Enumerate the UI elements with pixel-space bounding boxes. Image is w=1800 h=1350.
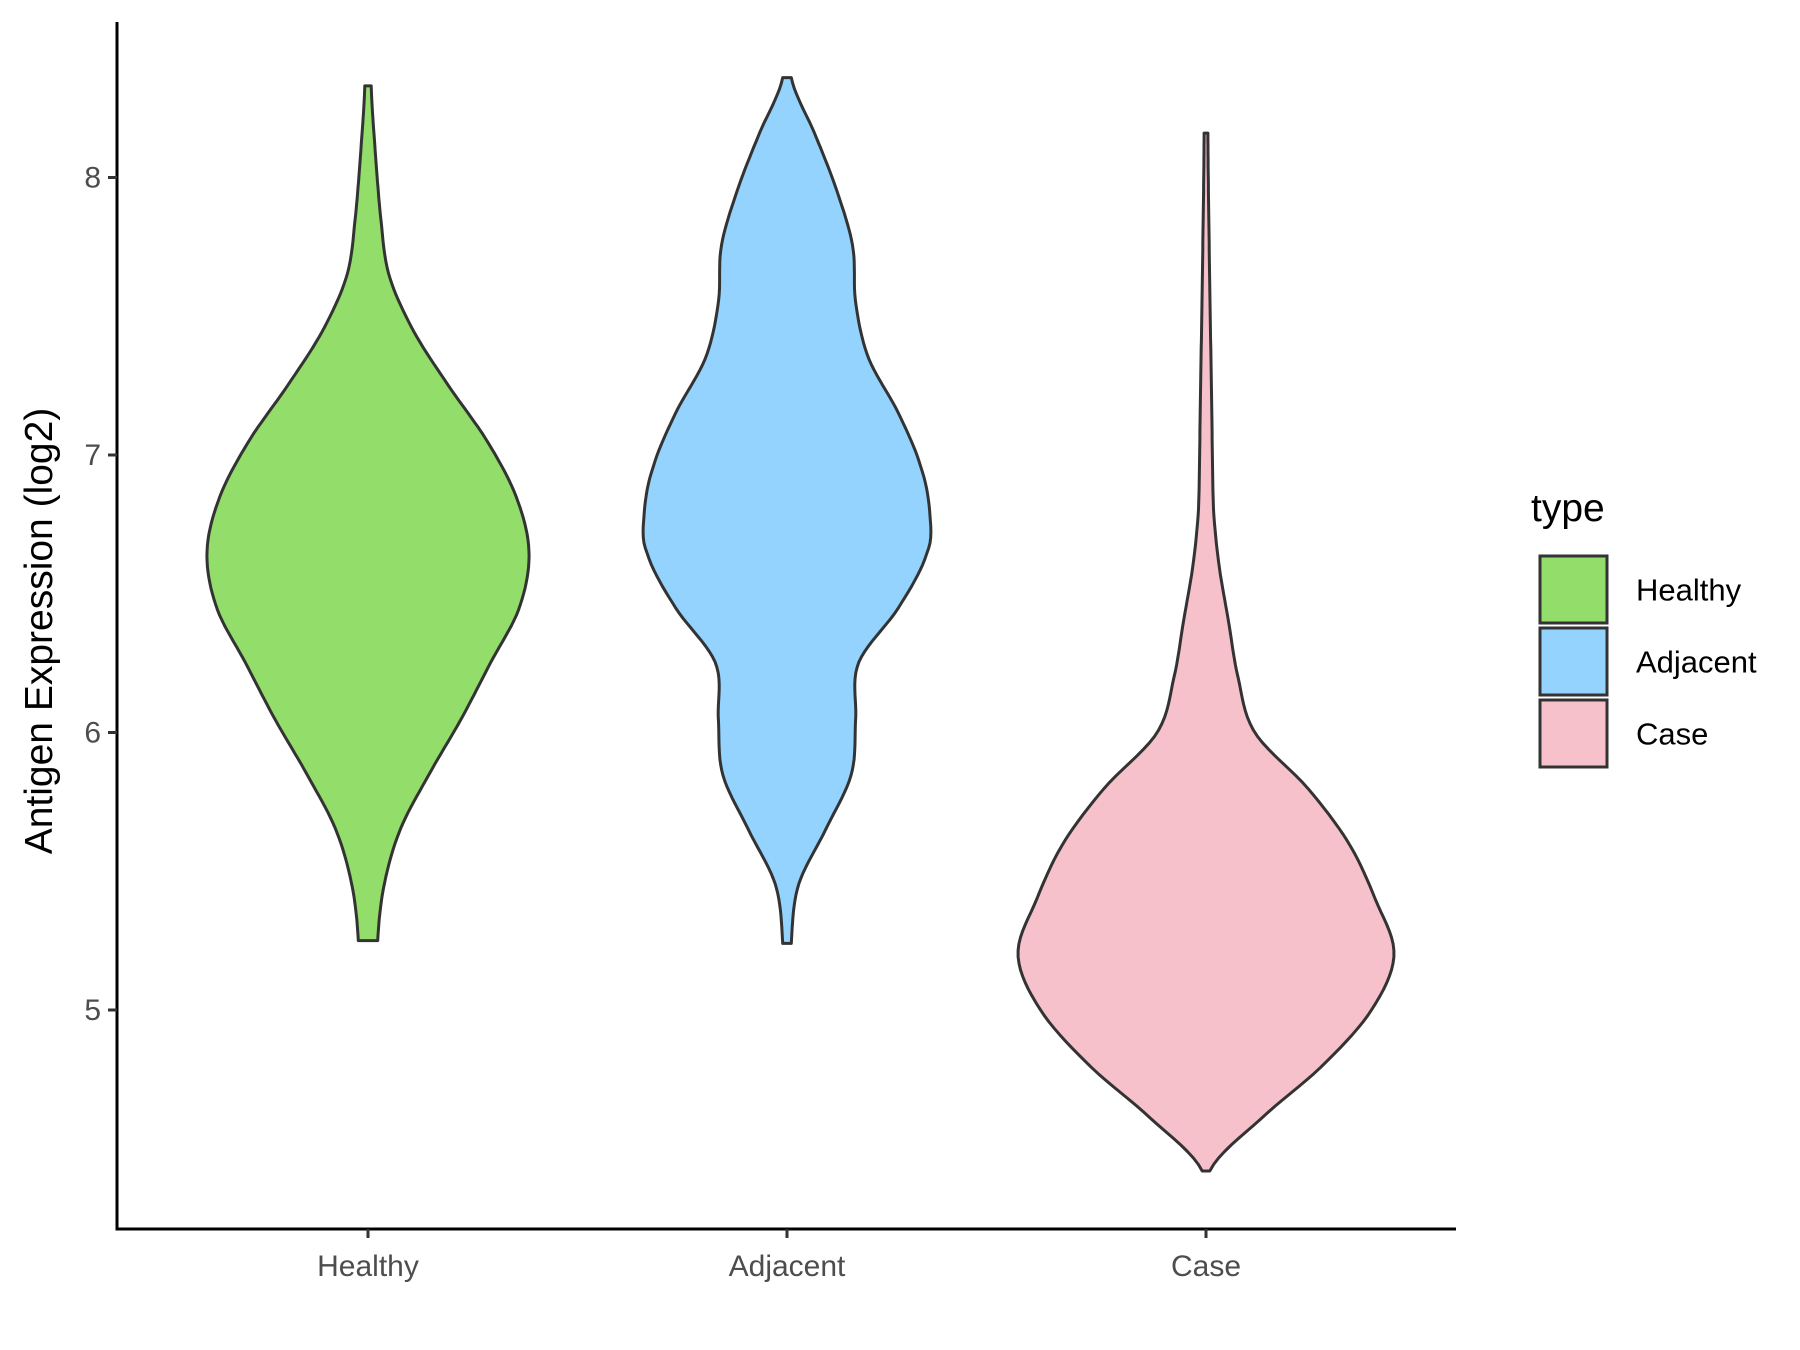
legend-label: Healthy (1636, 573, 1742, 608)
legend-label: Adjacent (1636, 645, 1757, 680)
violin-layer (205, 76, 1396, 1173)
violin-case (1016, 131, 1396, 1173)
axes: 5 6 7 8 Healthy Adjacent Case (84, 22, 1456, 1283)
legend-key-adjacent (1538, 626, 1609, 697)
x-tick-label: Adjacent (729, 1250, 846, 1283)
x-tick-label: Case (1171, 1250, 1241, 1283)
y-tick-label: 6 (84, 717, 101, 750)
x-tick-label: Healthy (317, 1250, 419, 1283)
y-axis-title: Antigen Expression (log2) (18, 408, 61, 855)
y-tick-label: 5 (84, 994, 101, 1027)
violin-healthy (205, 84, 531, 943)
y-tick-label: 7 (84, 439, 101, 472)
legend-key-case (1538, 698, 1609, 769)
y-tick-label: 8 (84, 162, 101, 195)
legend: type Healthy Adjacent Case (1531, 487, 1757, 769)
legend-title: type (1531, 487, 1605, 530)
legend-key-healthy (1538, 554, 1609, 625)
legend-label: Case (1636, 717, 1708, 752)
violin-adjacent (641, 76, 933, 945)
